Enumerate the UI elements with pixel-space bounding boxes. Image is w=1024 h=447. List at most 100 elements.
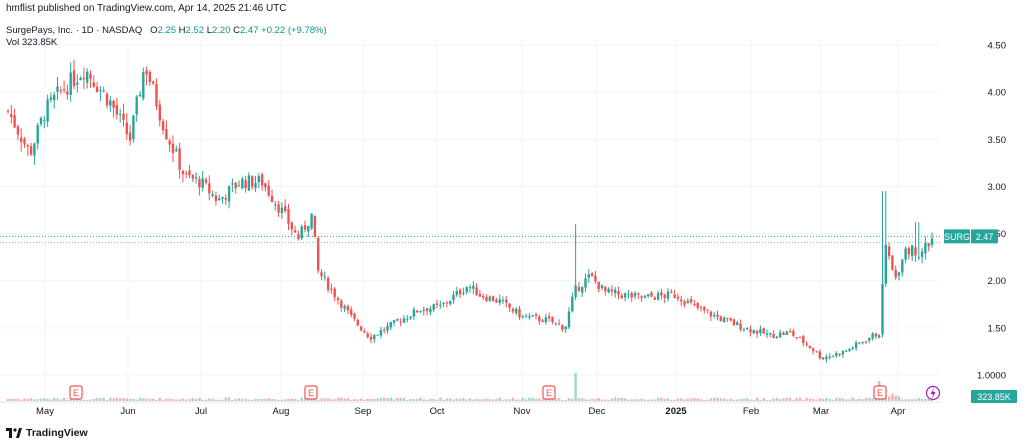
candle-body — [491, 296, 495, 302]
volume-bar — [663, 398, 666, 401]
candle-body — [465, 287, 468, 293]
volume-bar — [10, 398, 13, 401]
volume-bar — [188, 399, 191, 401]
time-tick-label: Apr — [891, 406, 906, 417]
earnings-event-icon[interactable]: E — [542, 385, 556, 400]
candle-body — [716, 314, 719, 317]
candle-body — [577, 286, 581, 291]
volume-bar — [683, 399, 686, 401]
volume-bar — [581, 398, 584, 401]
volume-bar — [729, 398, 732, 401]
candle-body — [142, 72, 145, 99]
low-value: 2.20 — [211, 25, 231, 36]
candle-body — [693, 303, 696, 305]
tradingview-logo[interactable]: TradingView — [6, 427, 88, 439]
candle-body — [518, 308, 521, 318]
volume-bar — [736, 399, 739, 401]
candle-body — [132, 115, 135, 140]
candle-body — [911, 245, 914, 257]
time-axis[interactable]: May Jun Jul Aug Sep Oct Nov Dec 2025 Feb Mar Apr — [36, 406, 905, 417]
volume-bar — [445, 398, 449, 401]
volume-bar — [336, 397, 340, 401]
close-value: 2.47 — [240, 25, 259, 36]
volume-bar — [633, 399, 637, 401]
candle-body — [356, 319, 359, 326]
volume-bar — [557, 397, 561, 401]
symbol-legend[interactable]: SurgePays, Inc. · 1D · NASDAQ O2.25 H2.5… — [6, 24, 327, 37]
volume-bar — [122, 397, 125, 401]
candle-body — [511, 308, 515, 312]
volume-bar — [614, 397, 617, 401]
volume-bar — [478, 399, 482, 401]
candle-body — [779, 332, 782, 337]
candle-body — [528, 316, 531, 318]
candle-body — [227, 185, 231, 202]
candle-body — [699, 306, 703, 308]
volume-bar — [66, 399, 69, 401]
earnings-event-box — [542, 385, 556, 400]
volume-bar — [429, 398, 432, 401]
high-value: 2.52 — [185, 25, 205, 36]
volume-bar — [132, 398, 135, 401]
candle-body — [544, 317, 548, 323]
volume-bar — [891, 393, 894, 401]
volume-bar — [221, 399, 224, 401]
candle-body — [709, 311, 713, 317]
earnings-event-letter: E — [308, 388, 314, 398]
volume-bar — [726, 399, 729, 401]
symbol-tag-text: SURG — [944, 232, 970, 242]
volume-bar — [548, 399, 551, 401]
volume-bar — [455, 398, 458, 401]
earnings-event-icon[interactable]: E — [304, 385, 318, 400]
volume-bar — [854, 399, 858, 401]
price-axis[interactable]: 4.504.003.503.002.502.001.501.0000 — [977, 41, 1006, 382]
volume-bar — [92, 398, 95, 401]
volume-bar — [303, 397, 307, 401]
candle-body — [617, 291, 620, 295]
candle-body — [204, 179, 208, 183]
earnings-event-icon[interactable]: E — [69, 385, 83, 400]
volume-legend[interactable]: Vol 323.85K — [6, 37, 57, 48]
candle-body — [23, 138, 26, 144]
volume-bar — [396, 398, 399, 401]
candle-body — [392, 320, 396, 323]
candle-body — [729, 318, 732, 321]
volume-bar — [161, 399, 165, 401]
lightning-icon[interactable] — [925, 385, 941, 401]
volume-bar — [363, 399, 366, 401]
symbol-tag-bg — [944, 229, 970, 244]
time-tick-label: Nov — [514, 406, 531, 417]
earnings-event-icon[interactable]: E — [873, 385, 887, 400]
volume-bar — [904, 399, 907, 401]
candle-body — [901, 259, 904, 273]
symbol-description[interactable]: SurgePays, Inc. · 1D · NASDAQ — [6, 25, 143, 36]
volume-bar — [911, 399, 914, 401]
volume-bar — [739, 399, 742, 401]
candle-body — [317, 237, 320, 271]
candle-body — [86, 71, 89, 83]
candle-body — [161, 121, 165, 131]
candle-body — [488, 296, 491, 301]
volume-bar — [482, 399, 485, 401]
candle-body — [858, 342, 861, 344]
volume-bar — [746, 398, 749, 401]
candle-body — [333, 288, 336, 298]
volume-bar — [465, 399, 468, 401]
candle-body — [270, 195, 274, 203]
volume-bar — [6, 398, 10, 401]
candle-body — [33, 143, 36, 156]
volume-bar — [128, 398, 132, 401]
change-value: +0.22 (+9.78%) — [261, 25, 327, 36]
volume-bar — [795, 398, 798, 401]
volume-bar — [643, 399, 647, 401]
volume-bar — [389, 397, 392, 401]
candle-body — [188, 170, 191, 176]
earnings-event-box — [69, 385, 83, 400]
price-tick-label: 4.00 — [988, 88, 1007, 99]
volume-bar — [699, 399, 703, 401]
volume-bar — [425, 399, 429, 401]
high-label: H — [178, 25, 186, 36]
candle-body — [185, 173, 188, 175]
